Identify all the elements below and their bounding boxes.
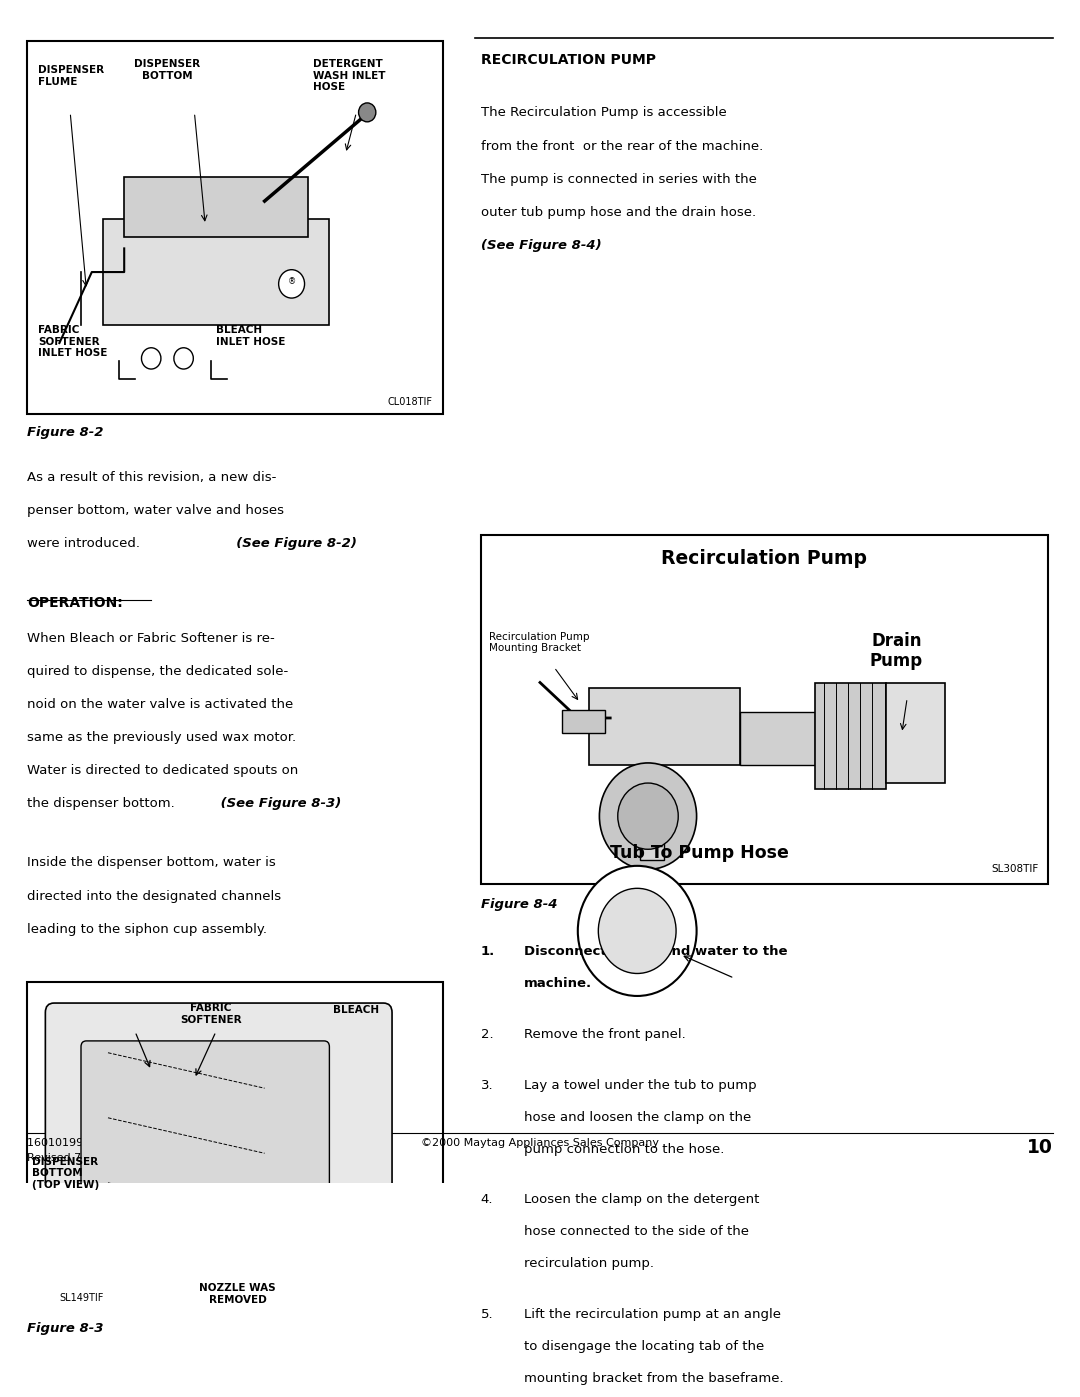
Text: Disconnect power and water to the: Disconnect power and water to the xyxy=(524,946,787,958)
Text: to disengage the locating tab of the: to disengage the locating tab of the xyxy=(524,1340,764,1354)
Text: DISPENSER
BOTTOM
(TOP VIEW): DISPENSER BOTTOM (TOP VIEW) xyxy=(32,1157,99,1190)
Text: DETERGENT
WASH INLET
HOSE: DETERGENT WASH INLET HOSE xyxy=(313,59,386,92)
Text: 10: 10 xyxy=(1027,1139,1053,1157)
Text: directed into the designated channels: directed into the designated channels xyxy=(27,890,281,902)
Text: the dispenser bottom.: the dispenser bottom. xyxy=(27,798,175,810)
Text: Figure 8-2: Figure 8-2 xyxy=(27,426,104,439)
Text: BLEACH
INLET HOSE: BLEACH INLET HOSE xyxy=(216,326,285,346)
Text: FABRIC
SOFTENER: FABRIC SOFTENER xyxy=(179,1003,242,1024)
Text: 16010199  (16008373-03): 16010199 (16008373-03) xyxy=(27,1139,173,1148)
Text: (See Figure 8-4): (See Figure 8-4) xyxy=(481,239,602,251)
Text: When Bleach or Fabric Softener is re-: When Bleach or Fabric Softener is re- xyxy=(27,631,274,644)
FancyBboxPatch shape xyxy=(81,1041,329,1234)
Circle shape xyxy=(141,348,161,369)
Circle shape xyxy=(599,763,697,869)
Text: Figure 8-4: Figure 8-4 xyxy=(481,898,557,911)
Text: As a result of this revision, a new dis-: As a result of this revision, a new dis- xyxy=(27,471,276,483)
FancyBboxPatch shape xyxy=(481,535,1048,883)
Text: same as the previously used wax motor.: same as the previously used wax motor. xyxy=(27,731,296,745)
Text: Water is directed to dedicated spouts on: Water is directed to dedicated spouts on xyxy=(27,764,298,777)
Text: 4.: 4. xyxy=(481,1193,494,1207)
Text: noid on the water valve is activated the: noid on the water valve is activated the xyxy=(27,698,294,711)
Text: Figure 8-3: Figure 8-3 xyxy=(27,1323,104,1336)
Text: mounting bracket from the baseframe.: mounting bracket from the baseframe. xyxy=(524,1372,783,1384)
Bar xyxy=(194,1255,238,1301)
Bar xyxy=(124,177,308,236)
Text: 3.: 3. xyxy=(481,1078,494,1092)
Bar xyxy=(815,683,886,789)
FancyBboxPatch shape xyxy=(45,1003,392,1282)
Text: Lay a towel under the tub to pump: Lay a towel under the tub to pump xyxy=(524,1078,756,1092)
Text: The Recirculation Pump is accessible: The Recirculation Pump is accessible xyxy=(481,106,727,120)
Text: Revised 7/00: Revised 7/00 xyxy=(27,1154,99,1164)
Text: recirculation pump.: recirculation pump. xyxy=(524,1257,653,1270)
Bar xyxy=(886,683,945,784)
Text: Recirculation Pump: Recirculation Pump xyxy=(661,549,867,567)
Text: Recirculation Pump
Mounting Bracket: Recirculation Pump Mounting Bracket xyxy=(489,631,590,654)
Text: Drain
Pump: Drain Pump xyxy=(869,631,923,671)
Text: 1.: 1. xyxy=(481,946,495,958)
Text: hose connected to the side of the: hose connected to the side of the xyxy=(524,1225,748,1238)
Text: BLEACH: BLEACH xyxy=(334,1006,379,1016)
Text: Remove the front panel.: Remove the front panel. xyxy=(524,1028,686,1041)
Text: hose and loosen the clamp on the: hose and loosen the clamp on the xyxy=(524,1111,751,1123)
Text: (See Figure 8-3): (See Figure 8-3) xyxy=(216,798,341,810)
Text: Inside the dispenser bottom, water is: Inside the dispenser bottom, water is xyxy=(27,856,275,869)
Circle shape xyxy=(598,888,676,974)
Circle shape xyxy=(578,866,697,996)
Text: (See Figure 8-2): (See Figure 8-2) xyxy=(227,536,356,550)
Circle shape xyxy=(359,103,376,122)
Bar xyxy=(589,689,740,766)
Text: 5.: 5. xyxy=(481,1308,494,1322)
Bar xyxy=(562,710,605,733)
Text: SL149TIF: SL149TIF xyxy=(59,1294,104,1303)
Circle shape xyxy=(279,270,305,298)
Text: NOZZLE WAS
REMOVED: NOZZLE WAS REMOVED xyxy=(200,1282,275,1305)
Text: outer tub pump hose and the drain hose.: outer tub pump hose and the drain hose. xyxy=(481,205,756,219)
Text: pump connection to the hose.: pump connection to the hose. xyxy=(524,1143,725,1155)
Text: penser bottom, water valve and hoses: penser bottom, water valve and hoses xyxy=(27,504,284,517)
Text: The pump is connected in series with the: The pump is connected in series with the xyxy=(481,173,756,186)
Bar xyxy=(740,712,815,766)
Text: from the front  or the rear of the machine.: from the front or the rear of the machin… xyxy=(481,140,762,152)
Text: RECIRCULATION PUMP: RECIRCULATION PUMP xyxy=(481,53,656,67)
Text: CL018TIF: CL018TIF xyxy=(387,397,432,407)
Text: Lift the recirculation pump at an angle: Lift the recirculation pump at an angle xyxy=(524,1308,781,1322)
Text: 2.: 2. xyxy=(481,1028,494,1041)
Circle shape xyxy=(618,784,678,849)
Text: machine.: machine. xyxy=(524,977,592,990)
Text: leading to the siphon cup assembly.: leading to the siphon cup assembly. xyxy=(27,922,267,936)
Text: DISPENSER
FLUME: DISPENSER FLUME xyxy=(38,66,104,87)
Bar xyxy=(640,806,664,861)
Text: quired to dispense, the dedicated sole-: quired to dispense, the dedicated sole- xyxy=(27,665,288,678)
Text: OPERATION:: OPERATION: xyxy=(27,597,123,610)
Text: were introduced.: were introduced. xyxy=(27,536,140,550)
Bar xyxy=(103,219,329,326)
Circle shape xyxy=(174,348,193,369)
FancyBboxPatch shape xyxy=(27,42,443,414)
Text: ©2000 Maytag Appliances Sales Company: ©2000 Maytag Appliances Sales Company xyxy=(421,1139,659,1148)
Text: DISPENSER
BOTTOM: DISPENSER BOTTOM xyxy=(134,59,201,81)
Text: FABRIC
SOFTENER
INLET HOSE: FABRIC SOFTENER INLET HOSE xyxy=(38,326,107,359)
Text: Tub To Pump Hose: Tub To Pump Hose xyxy=(610,844,789,862)
Text: SL308TIF: SL308TIF xyxy=(991,865,1039,875)
Text: Loosen the clamp on the detergent: Loosen the clamp on the detergent xyxy=(524,1193,759,1207)
FancyBboxPatch shape xyxy=(27,982,443,1310)
Text: ®: ® xyxy=(287,277,296,286)
